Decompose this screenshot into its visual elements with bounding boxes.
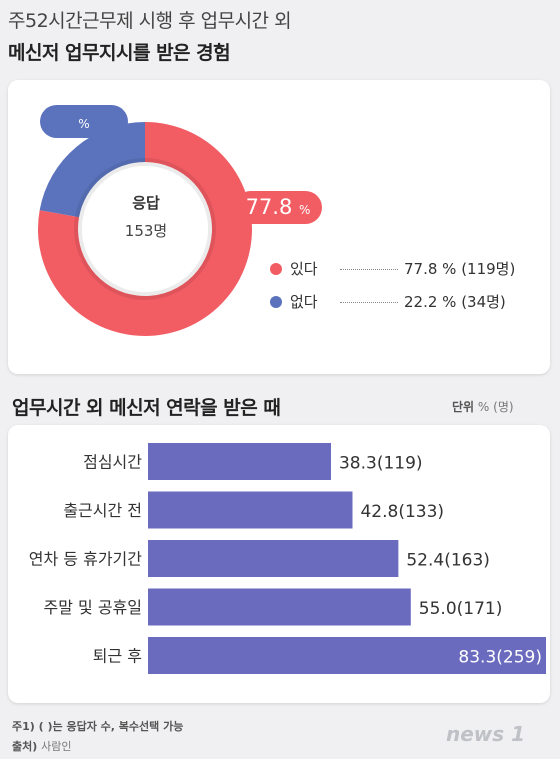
chart-title-line2: 메신저 업무지시를 받은 경험	[8, 42, 231, 64]
donut-card: % 77.8 % 응답 153명 있다 77.8 % (119명) 없다 22.…	[8, 80, 550, 374]
category-label: 출근시간 전	[63, 501, 142, 520]
bar-value-label: 42.8(133)	[360, 502, 444, 522]
category-label: 연차 등 휴가기간	[29, 550, 142, 569]
legend-label-no: 없다	[290, 293, 318, 311]
chart-title-line1: 주52시간근무제 시행 후 업무시간 외	[8, 10, 292, 32]
source-note: 출처) 사람인	[12, 738, 72, 754]
category-label: 퇴근 후	[93, 647, 142, 666]
footnote: 주1) ( )는 응답자 수, 복수선택 가능	[12, 720, 184, 733]
donut-slice-yes	[37, 122, 253, 337]
bar-1	[148, 491, 353, 529]
unit-label: 단위 % (명)	[452, 398, 514, 415]
legend-label-yes: 있다	[290, 260, 318, 278]
legend-leader	[340, 269, 398, 270]
slice-label-no: %	[40, 105, 128, 138]
bar-value-label: 38.3(119)	[339, 454, 423, 474]
slice-label-no-pct: %	[78, 117, 90, 131]
donut-inner-shadow	[74, 158, 216, 300]
donut-slice-no	[39, 122, 145, 218]
slice-label-yes-value: 77.8	[245, 195, 293, 219]
legend-leader	[340, 302, 398, 303]
bar-card: 점심시간 38.3(119) 출근시간 전 42.8(133) 연차 등 휴가기간 52.…	[8, 425, 550, 703]
bar-chart: 점심시간 38.3(119) 출근시간 전 42.8(133) 연차 등 휴가기간 52.…	[29, 443, 546, 674]
category-label: 점심시간	[83, 453, 142, 472]
bar-4	[148, 637, 546, 674]
donut-center-value: 153명	[124, 222, 168, 240]
legend-value-no: 22.2 % (34명)	[404, 293, 506, 311]
bar-2	[148, 540, 399, 577]
bar-value-label: 55.0(171)	[419, 599, 503, 619]
donut-center-label: 응답	[132, 194, 160, 212]
donut-hole	[82, 166, 208, 292]
legend-value-yes: 77.8 % (119명)	[404, 260, 516, 278]
source-value: 사람인	[41, 740, 72, 753]
unit-label-value: % (명)	[477, 400, 514, 414]
donut-chart	[37, 122, 253, 337]
legend-dot-blue-icon	[270, 296, 282, 308]
unit-label-title: 단위	[452, 400, 475, 414]
category-label: 주말 및 공휴일	[44, 598, 143, 617]
slice-label-yes: 77.8 %	[234, 191, 322, 224]
bar-0	[148, 443, 331, 480]
bar-value-label: 83.3(259)	[458, 648, 542, 668]
news1-logo: news 1	[446, 722, 526, 746]
source-label: 출처)	[12, 740, 38, 753]
bar-value-label: 52.4(163)	[406, 551, 490, 571]
slice-label-yes-pct: %	[299, 203, 311, 217]
section-title: 업무시간 외 메신저 연락을 받은 때	[12, 397, 281, 419]
legend-dot-red-icon	[270, 263, 282, 275]
bar-3	[148, 588, 411, 626]
